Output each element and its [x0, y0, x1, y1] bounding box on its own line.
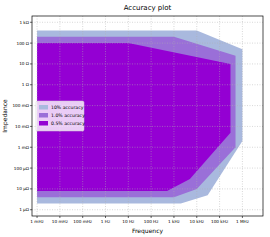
y-tick-label: 1 kΩ [19, 20, 29, 25]
x-axis-label: Frequency [132, 227, 163, 235]
accuracy-area [37, 37, 235, 197]
y-tick [30, 168, 32, 169]
plot-areas [37, 31, 242, 204]
grid-line [105, 16, 106, 216]
grid-line [151, 16, 152, 216]
title: Accuracy plot [124, 4, 172, 12]
x-tick [105, 216, 106, 218]
grid-line [32, 43, 263, 44]
legend-label: 10% accuracy [51, 105, 84, 110]
y-tick [30, 147, 32, 148]
grid-line [196, 16, 197, 216]
y-tick-label: 100 Ω [16, 41, 29, 46]
y-tick-label: 1 mΩ [18, 145, 30, 150]
grid-line [32, 209, 263, 210]
x-tick [242, 216, 243, 218]
y-tick-label: 1 µΩ [19, 207, 30, 212]
x-tick [82, 216, 83, 218]
plot-frame [32, 16, 263, 216]
y-tick [30, 43, 32, 44]
legend-swatch [39, 113, 48, 118]
grid-line [32, 147, 263, 148]
legend-label: 1.0% accuracy [51, 113, 85, 118]
y-tick [30, 126, 32, 127]
grid-line [219, 16, 220, 216]
x-tick [219, 216, 220, 218]
y-tick-label: 1 Ω [22, 82, 30, 87]
grid-line [32, 168, 263, 169]
x-tick [37, 216, 38, 218]
y-tick [30, 84, 32, 85]
y-tick [30, 209, 32, 210]
grid-line [32, 22, 263, 23]
legend-swatch [39, 121, 48, 126]
grid-line [173, 16, 174, 216]
accuracy-area [37, 43, 230, 191]
y-tick [30, 63, 32, 64]
y-axis-label: Impedance [1, 99, 9, 133]
grid-line [128, 16, 129, 216]
x-tick-label: 10 mHz [52, 219, 69, 224]
x-tick-label: 100 mHz [73, 219, 93, 224]
x-tick [151, 216, 152, 218]
legend-swatch [39, 105, 48, 110]
x-tick [128, 216, 129, 218]
y-tick-label: 10 mΩ [15, 124, 30, 129]
y-tick-label: 100 mΩ [12, 103, 29, 108]
y-tick-label: 10 Ω [19, 61, 30, 66]
y-tick [30, 105, 32, 106]
x-tick-label: 100 kHz [211, 219, 229, 224]
x-tick-label: 1 Hz [101, 219, 111, 224]
accuracy-area [37, 31, 242, 204]
y-tick [30, 188, 32, 189]
x-tick-label: 1 MHz [236, 219, 250, 224]
x-tick-label: 1 mHz [30, 219, 44, 224]
grid-line [32, 84, 263, 85]
y-tick [30, 22, 32, 23]
legend: 10% accuracy 1.0% accuracy 0.5% accuracy [36, 101, 85, 131]
x-tick-label: 10 kHz [190, 219, 205, 224]
x-tick-label: 1 kHz [168, 219, 181, 224]
x-tick-label: 100 Hz [144, 219, 159, 224]
x-tick-label: 10 Hz [122, 219, 135, 224]
grid-line [32, 188, 263, 189]
grid-line [32, 63, 263, 64]
x-tick [59, 216, 60, 218]
grid-line [242, 16, 243, 216]
y-tick-label: 10 µΩ [16, 186, 29, 191]
legend-label: 0.5% accuracy [51, 121, 85, 126]
y-tick-label: 100 µΩ [14, 166, 30, 171]
x-tick [196, 216, 197, 218]
x-tick [173, 216, 174, 218]
